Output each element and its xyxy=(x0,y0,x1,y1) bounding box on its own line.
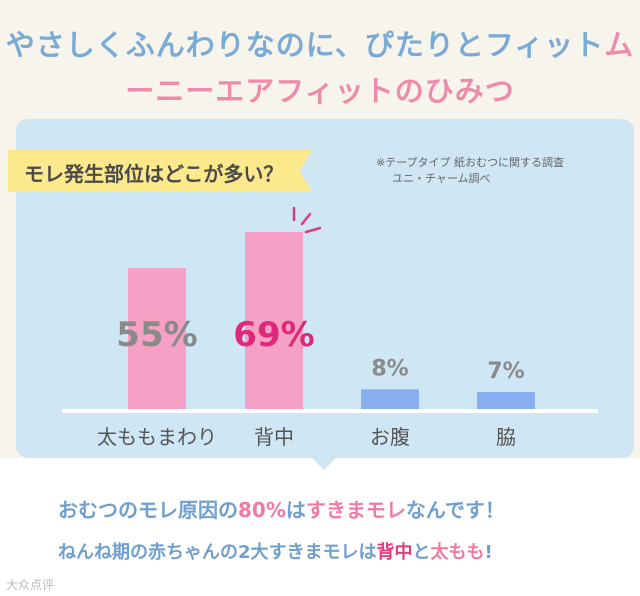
footer-line-2-b: の2大すきまモレは xyxy=(220,542,377,563)
footer-line-2-e: 太もも xyxy=(430,542,485,563)
footer-line-1-d: すきまモレ xyxy=(305,498,406,522)
value-label-3: 8% xyxy=(371,356,408,381)
question-text: モレ発生部位はどこが多い？ xyxy=(24,162,284,186)
bar-1 xyxy=(128,268,186,410)
survey-note-line-2: ユニ・チャーム調べ xyxy=(392,172,491,185)
footer-line-2-d: と xyxy=(412,542,431,563)
footer-line-1-c: は xyxy=(285,498,306,522)
watermark: 大众点评 xyxy=(6,578,55,592)
value-label-1: 55% xyxy=(116,315,197,355)
emphasis-stroke-3 xyxy=(304,226,322,234)
emphasis-stroke-2 xyxy=(300,212,312,226)
headline-line-2: ーニーエアフィットのひみつ xyxy=(125,74,515,108)
question-ribbon xyxy=(8,150,312,192)
footer-line-1-a: おむつのモレ原因の xyxy=(58,498,238,522)
value-label-4: 7% xyxy=(487,359,524,384)
category-label-4: 脇 xyxy=(496,425,516,449)
bar-4 xyxy=(477,391,535,410)
category-label-3: お腹 xyxy=(370,425,410,449)
footer-line-2-a: ねんね期の赤ちゃん xyxy=(58,542,220,563)
value-label-2: 69% xyxy=(233,315,314,355)
footer-panel xyxy=(0,458,640,596)
category-label-2: 背中 xyxy=(254,425,294,449)
footer-line-2-c: 背中 xyxy=(376,542,413,563)
footer-line-1-e: なんです！ xyxy=(405,498,505,522)
headline-line-1: やさしくふんわりなのに、ぴたりとフィットム xyxy=(0,22,640,64)
chart-baseline xyxy=(62,409,598,413)
survey-note-line-1: ※テープタイプ 紙おむつに関する調査 xyxy=(376,156,565,169)
footer-line-2: ねんね期の赤ちゃんの2大すきまモレは背中と太もも! xyxy=(58,538,493,564)
headline-line-1-text: やさしくふんわりなのに、ぴたりとフィット xyxy=(5,28,605,62)
footer-line-1: おむつのモレ原因の80%はすきまモレなんです！ xyxy=(58,494,505,523)
bar-2 xyxy=(245,232,303,410)
footer-line-1-b: 80% xyxy=(238,498,286,522)
headline-line-1-accent: ム xyxy=(604,28,635,62)
category-label-1: 太ももまわり xyxy=(97,425,217,449)
speech-pointer xyxy=(310,456,338,470)
bar-3 xyxy=(361,389,419,410)
footer-line-2-f: ! xyxy=(484,542,493,563)
